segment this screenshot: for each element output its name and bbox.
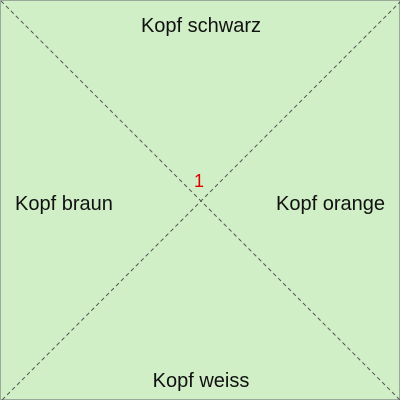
label-right: Kopf orange — [276, 193, 385, 215]
label-left: Kopf braun — [15, 193, 113, 215]
label-top: Kopf schwarz — [140, 15, 262, 37]
label-bottom: Kopf weiss — [152, 370, 250, 392]
tile-number: 1 — [194, 171, 205, 191]
